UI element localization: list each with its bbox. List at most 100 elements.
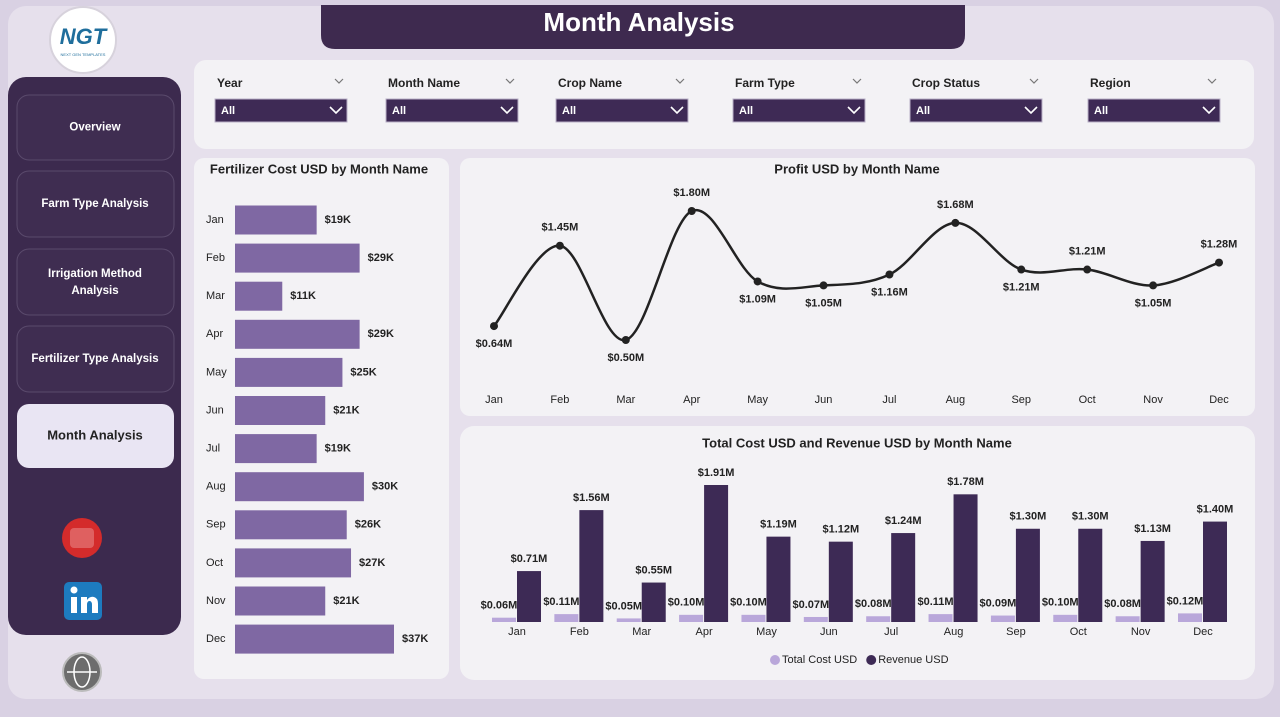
point bbox=[951, 218, 960, 227]
data-label: $0.11M bbox=[917, 596, 953, 608]
y-tick-label: Oct bbox=[206, 557, 223, 569]
point bbox=[819, 281, 828, 290]
filter-dropdown[interactable]: All bbox=[1087, 98, 1221, 123]
bar bbox=[803, 616, 828, 622]
data-label: $29K bbox=[368, 328, 394, 340]
legend-marker bbox=[866, 655, 877, 665]
nav-label: Fertilizer Type Analysis bbox=[31, 353, 158, 365]
filter-label: Crop Status bbox=[912, 76, 980, 90]
filter-label: Year bbox=[217, 76, 243, 90]
dropdown-value: All bbox=[221, 105, 235, 117]
filter-dropdown[interactable]: All bbox=[909, 98, 1043, 123]
x-tick-label: Oct bbox=[1070, 626, 1087, 638]
bar bbox=[741, 614, 766, 622]
x-tick-label: Nov bbox=[1131, 626, 1151, 638]
bar bbox=[953, 494, 978, 622]
filter-dropdown[interactable]: All bbox=[214, 98, 348, 123]
nav-button[interactable]: Fertilizer Type Analysis bbox=[16, 325, 175, 393]
data-label: $30K bbox=[372, 481, 398, 493]
bar bbox=[990, 615, 1015, 622]
filter-dropdown[interactable]: All bbox=[385, 98, 519, 123]
web-icon[interactable] bbox=[62, 652, 102, 692]
bar bbox=[235, 434, 317, 464]
filter-label: Region bbox=[1090, 76, 1131, 90]
nav-button-bg bbox=[17, 404, 174, 468]
data-label: $0.64M bbox=[476, 338, 513, 350]
y-tick-label: Mar bbox=[206, 290, 225, 302]
x-tick-label: Dec bbox=[1193, 626, 1213, 638]
y-tick-label: Feb bbox=[206, 252, 225, 264]
data-label: $0.50M bbox=[607, 352, 644, 364]
data-label: $1.56M bbox=[573, 492, 610, 504]
x-tick-label: Mar bbox=[616, 394, 635, 406]
data-label: $1.09M bbox=[739, 293, 776, 305]
logo-text: NGT bbox=[60, 24, 108, 49]
bar bbox=[235, 548, 352, 578]
data-label: $0.06M bbox=[481, 600, 518, 612]
dropdown-chevron bbox=[1202, 106, 1216, 115]
y-tick-label: Dec bbox=[206, 633, 226, 645]
dropdown-chevron bbox=[847, 106, 861, 115]
linkedin-icon[interactable] bbox=[64, 582, 102, 620]
x-tick-label: Sep bbox=[1011, 394, 1031, 406]
dropdown-chevron bbox=[500, 106, 514, 115]
dropdown-chevron bbox=[670, 106, 684, 115]
bar bbox=[866, 616, 891, 622]
bar bbox=[828, 541, 853, 622]
data-label: $1.19M bbox=[760, 519, 797, 531]
nav-button[interactable]: Month Analysis bbox=[17, 404, 174, 468]
filter-dropdown[interactable]: All bbox=[732, 98, 866, 123]
data-label: $1.78M bbox=[947, 476, 984, 488]
data-label: $21K bbox=[333, 404, 359, 416]
data-label: $1.80M bbox=[673, 187, 710, 199]
x-tick-label: Sep bbox=[1006, 626, 1026, 638]
bar bbox=[679, 614, 704, 622]
bar bbox=[235, 586, 326, 616]
data-label: $0.08M bbox=[1104, 598, 1141, 610]
data-label: $29K bbox=[368, 252, 394, 264]
bar bbox=[1115, 616, 1140, 622]
data-label: $0.08M bbox=[855, 598, 892, 610]
data-label: $0.07M bbox=[792, 599, 829, 611]
x-tick-label: Feb bbox=[570, 626, 589, 638]
filter-chevron bbox=[1207, 78, 1217, 84]
data-label: $27K bbox=[359, 557, 385, 569]
y-tick-label: Nov bbox=[206, 595, 226, 607]
data-label: $1.45M bbox=[542, 222, 579, 234]
x-tick-label: Apr bbox=[683, 394, 700, 406]
data-label: $1.30M bbox=[1072, 511, 1109, 523]
data-label: $19K bbox=[325, 214, 351, 226]
nav-button-bg bbox=[16, 94, 175, 161]
nav-button[interactable]: Farm Type Analysis bbox=[16, 170, 175, 238]
x-tick-label: Jan bbox=[508, 626, 526, 638]
data-label: $0.12M bbox=[1167, 595, 1204, 607]
data-label: $0.71M bbox=[511, 553, 548, 565]
youtube-icon[interactable] bbox=[62, 518, 102, 558]
dropdown-chevron bbox=[1024, 106, 1038, 115]
bar bbox=[235, 281, 283, 311]
filter-chevron bbox=[505, 78, 515, 84]
linkedin-glyph bbox=[71, 597, 77, 613]
y-tick-label: Jul bbox=[206, 443, 220, 455]
x-tick-label: Jun bbox=[815, 394, 833, 406]
x-tick-label: Dec bbox=[1209, 394, 1229, 406]
y-tick-label: Sep bbox=[206, 519, 226, 531]
linkedin-glyph bbox=[81, 596, 98, 613]
nav-button[interactable]: Irrigation Method Analysis bbox=[16, 248, 175, 316]
nav-button[interactable]: Overview bbox=[16, 94, 175, 161]
x-tick-label: Aug bbox=[944, 626, 964, 638]
legend-label: Revenue USD bbox=[878, 654, 948, 666]
point bbox=[753, 277, 762, 286]
x-tick-label: Nov bbox=[1143, 394, 1163, 406]
data-label: $1.21M bbox=[1069, 245, 1106, 257]
page-title: Month Analysis bbox=[543, 7, 734, 37]
bar bbox=[704, 485, 729, 622]
data-label: $0.09M bbox=[980, 597, 1017, 609]
chart-panel bbox=[460, 426, 1255, 680]
filter-dropdown[interactable]: All bbox=[555, 98, 689, 123]
x-tick-label: Apr bbox=[696, 626, 713, 638]
data-label: $0.10M bbox=[668, 597, 705, 609]
data-label: $19K bbox=[325, 443, 351, 455]
data-label: $0.55M bbox=[635, 564, 672, 576]
